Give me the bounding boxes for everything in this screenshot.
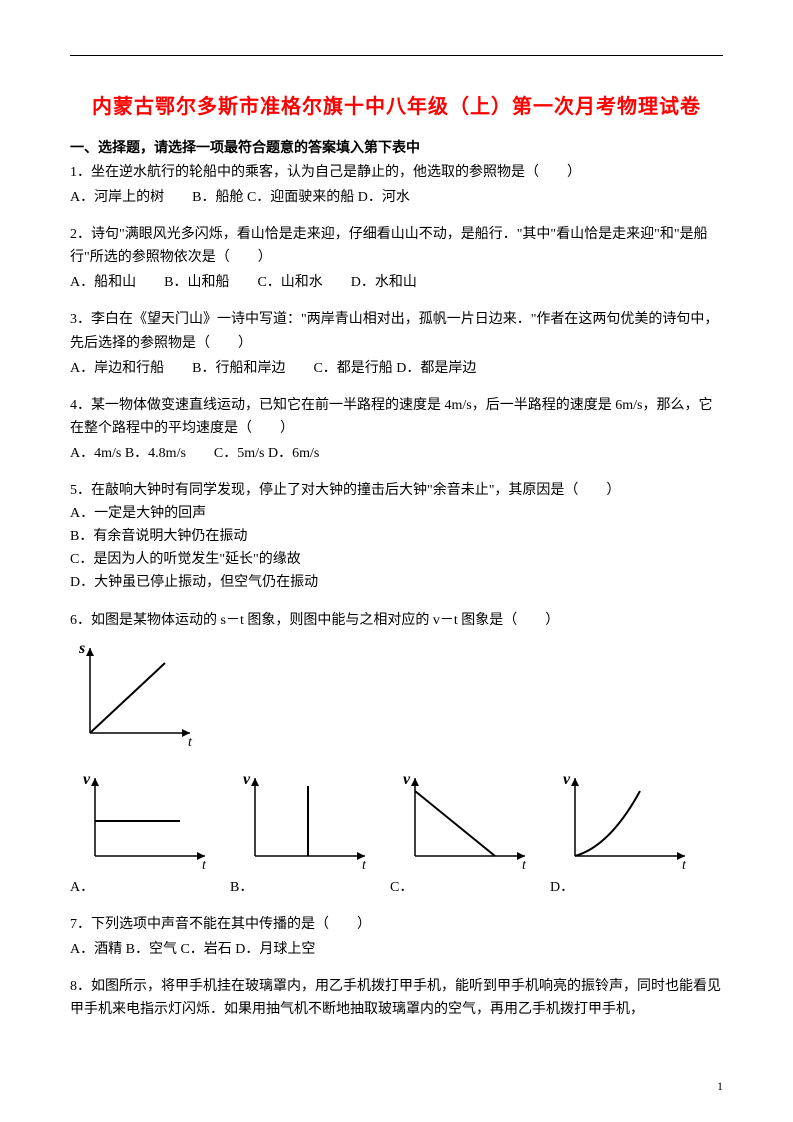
graph-b-ylabel: v [243, 771, 251, 788]
option-b-label: B． [230, 876, 380, 899]
graph-st: s t [70, 638, 200, 748]
question-1: 1．坐在逆水航行的轮船中的乘客，认为自己是静止的，他选取的参照物是（ ） A．河… [70, 161, 723, 209]
graph-st-ylabel: s [78, 640, 85, 657]
question-6: 6．如图是某物体运动的 s－t 图象，则图中能与之相对应的 v－t 图象是（ ）… [70, 609, 723, 899]
option-d-label: D． [550, 876, 700, 899]
question-7-options: A．酒精 B．空气 C．岩石 D．月球上空 [70, 938, 723, 961]
graph-a-ylabel: v [83, 771, 91, 788]
top-rule [70, 55, 723, 56]
question-5-option-a: A．一定是大钟的回声 [70, 502, 723, 525]
question-7-stem: 7．下列选项中声音不能在其中传播的是（ ） [70, 913, 723, 936]
graph-c-xlabel: t [522, 858, 527, 873]
question-2: 2．诗句"满眼风光多闪烁，看山恰是走来迎，仔细看山山不动，是船行．"其中"看山恰… [70, 223, 723, 294]
exam-title: 内蒙古鄂尔多斯市准格尔旗十中八年级（上）第一次月考物理试卷 [70, 90, 723, 119]
graph-st-svg: s t [70, 638, 200, 748]
graph-option-c: v t C． [390, 766, 540, 899]
question-5: 5．在敲响大钟时有同学发现，停止了对大钟的撞击后大钟"余音未止"，其原因是（ ）… [70, 479, 723, 594]
graph-d-ylabel: v [563, 771, 571, 788]
graph-options-row: v t A． v t B． [70, 766, 723, 899]
question-4: 4．某一物体做变速直线运动，已知它在前一半路程的速度是 4m/s，后一半路程的速… [70, 394, 723, 465]
question-1-options: A．河岸上的树 B．船舱 C．迎面驶来的船 D．河水 [70, 186, 723, 209]
section-1-heading: 一、选择题，请选择一项最符合题意的答案填入第下表中 [70, 137, 723, 157]
graph-d-xlabel: t [682, 858, 687, 873]
question-5-option-d: D．大钟虽已停止振动，但空气仍在振动 [70, 571, 723, 594]
question-7: 7．下列选项中声音不能在其中传播的是（ ） A．酒精 B．空气 C．岩石 D．月… [70, 913, 723, 961]
question-3-options: A．岸边和行船 B．行船和岸边 C．都是行船 D．都是岸边 [70, 357, 723, 380]
option-c-label: C． [390, 876, 540, 899]
graph-option-a: v t A． [70, 766, 220, 899]
question-2-stem: 2．诗句"满眼风光多闪烁，看山恰是走来迎，仔细看山山不动，是船行．"其中"看山恰… [70, 223, 723, 269]
graph-b-xlabel: t [362, 858, 367, 873]
graph-d-svg: v t [550, 766, 700, 876]
question-4-stem: 4．某一物体做变速直线运动，已知它在前一半路程的速度是 4m/s，后一半路程的速… [70, 394, 723, 440]
graph-c-svg: v t [390, 766, 540, 876]
exam-page: 内蒙古鄂尔多斯市准格尔旗十中八年级（上）第一次月考物理试卷 一、选择题，请选择一… [0, 0, 793, 1122]
graph-b-svg: v t [230, 766, 380, 876]
question-8-stem: 8．如图所示，将甲手机挂在玻璃罩内，用乙手机拨打甲手机，能听到甲手机响亮的振铃声… [70, 975, 723, 1021]
question-6-stem: 6．如图是某物体运动的 s－t 图象，则图中能与之相对应的 v－t 图象是（ ） [70, 609, 723, 632]
question-2-options: A．船和山 B．山和船 C．山和水 D．水和山 [70, 271, 723, 294]
graph-option-d: v t D． [550, 766, 700, 899]
question-8: 8．如图所示，将甲手机挂在玻璃罩内，用乙手机拨打甲手机，能听到甲手机响亮的振铃声… [70, 975, 723, 1021]
question-5-option-c: C．是因为人的听觉发生"延长"的缘故 [70, 548, 723, 571]
graph-a-xlabel: t [202, 858, 207, 873]
question-5-stem: 5．在敲响大钟时有同学发现，停止了对大钟的撞击后大钟"余音未止"，其原因是（ ） [70, 479, 723, 502]
question-4-options: A．4m/s B．4.8m/s C．5m/s D．6m/s [70, 442, 723, 465]
graph-a-svg: v t [70, 766, 220, 876]
page-number: 1 [717, 1079, 723, 1094]
graph-st-xlabel: t [188, 735, 193, 748]
question-3-stem: 3．李白在《望天门山》一诗中写道："两岸青山相对出，孤帆一片日边来．"作者在这两… [70, 308, 723, 354]
question-1-stem: 1．坐在逆水航行的轮船中的乘客，认为自己是静止的，他选取的参照物是（ ） [70, 161, 723, 184]
graph-option-b: v t B． [230, 766, 380, 899]
option-a-label: A． [70, 876, 220, 899]
question-5-option-b: B．有余音说明大钟仍在振动 [70, 525, 723, 548]
question-3: 3．李白在《望天门山》一诗中写道："两岸青山相对出，孤帆一片日边来．"作者在这两… [70, 308, 723, 379]
graph-c-ylabel: v [403, 771, 411, 788]
